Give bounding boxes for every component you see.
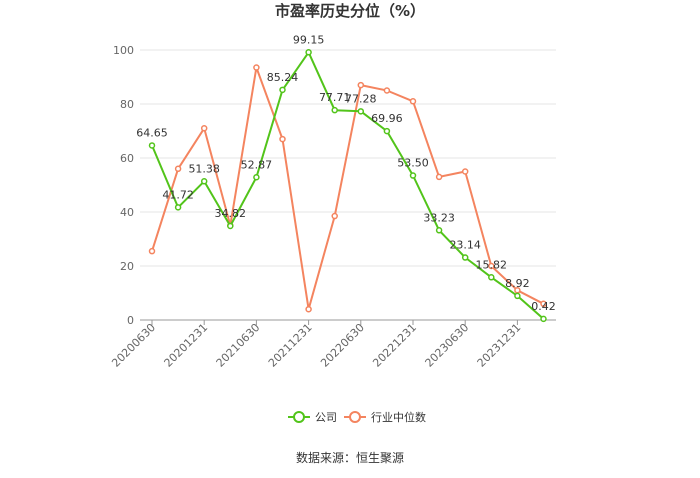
y-tick-label-0: 0 <box>127 314 134 327</box>
chart-title: 市盈率历史分位（%） <box>275 2 425 20</box>
data-source: 数据来源：恒生聚源 <box>296 450 404 465</box>
series-0-data-label-10: 53.50 <box>397 157 429 170</box>
series-0-point-3 <box>227 222 234 230</box>
series-1-point-11 <box>435 173 443 181</box>
series-0-point-13 <box>488 274 495 281</box>
series-1-point-13 <box>488 262 495 270</box>
series-0-point-11 <box>435 227 443 234</box>
series-0-point-14 <box>514 292 521 300</box>
series-0-data-label-9: 69.96 <box>371 112 403 125</box>
y-tick-label-5: 100 <box>113 44 134 57</box>
series-0-line <box>151 51 545 320</box>
series-0-point-10 <box>409 172 417 179</box>
y-tick-label-3: 60 <box>120 152 134 165</box>
grid-lines <box>140 49 556 267</box>
series-0: 64.65 41.72 51.38 34.82 52.87 85.24 99.15 77.71… <box>136 33 556 323</box>
legend-label-1: 行业中位数 <box>371 410 426 424</box>
x-tick-label-4: 20220630 <box>318 321 367 370</box>
series-0-data-label-14: 8.92 <box>505 277 530 290</box>
legend-marker-0 <box>293 411 305 423</box>
series-0-point-6 <box>305 49 312 56</box>
x-tick-label-2: 20210630 <box>214 321 263 370</box>
x-tick-label-5: 20221231 <box>370 321 419 370</box>
series-0-data-label-12: 23.14 <box>449 239 481 252</box>
y-axis-ticks: 0 20 40 60 80 100 <box>113 44 134 327</box>
legend: 公司 行业中位数 <box>288 410 426 424</box>
series-1-point-1 <box>174 165 182 173</box>
series-0-data-label-7: 77.71 <box>319 91 351 104</box>
series-0-point-15 <box>540 315 547 323</box>
series-0-data-label-15: 0.42 <box>531 300 556 313</box>
series-0-data-label-8: 77.28 <box>345 92 377 105</box>
series-1-point-5 <box>279 135 286 143</box>
series-0-data-label-4: 52.87 <box>241 158 273 171</box>
x-axis: 20200630 20201231 20210630 20211231 20220630… <box>109 319 556 370</box>
x-tick-label-1: 20201231 <box>162 321 211 370</box>
series-0-data-label-11: 33.23 <box>423 211 455 224</box>
series-1-point-7 <box>331 212 338 220</box>
series-0-point-5 <box>279 86 286 94</box>
series-0-data-label-13: 15.82 <box>476 258 508 271</box>
series-0-point-8 <box>357 108 365 115</box>
series-0-point-7 <box>331 106 338 114</box>
series-1-point-6 <box>305 305 312 313</box>
series-0-data-label-2: 51.38 <box>188 162 220 175</box>
series-0-point-12 <box>461 254 469 261</box>
series-0-data-label-1: 41.72 <box>162 188 194 201</box>
series-1-line <box>151 66 544 311</box>
x-tick-label-3: 20211231 <box>266 321 315 370</box>
x-tick-label-6: 20230630 <box>423 321 472 370</box>
series-layer: 64.65 41.72 51.38 34.82 52.87 85.24 99.15 77.71… <box>136 33 556 323</box>
y-tick-label-1: 20 <box>120 260 134 273</box>
y-tick-label-2: 40 <box>120 206 134 219</box>
y-tick-label-4: 80 <box>120 98 134 111</box>
legend-label-0: 公司 <box>315 411 337 424</box>
series-1-point-0 <box>148 247 156 255</box>
series-1-point-9 <box>383 87 391 94</box>
series-0-data-label-3: 34.82 <box>215 207 247 220</box>
series-0-point-1 <box>174 204 182 211</box>
series-0-point-9 <box>383 127 391 135</box>
series-0-data-label-6: 99.15 <box>293 33 325 46</box>
series-0-data-label-0: 64.65 <box>136 126 168 139</box>
legend-marker-1 <box>349 411 361 423</box>
x-tick-label-0: 20200630 <box>109 321 158 370</box>
series-0-data-label-5: 85.24 <box>267 71 299 84</box>
series-1-point-2 <box>200 125 208 132</box>
series-1-point-12 <box>461 168 469 175</box>
series-1-point-8 <box>357 81 365 89</box>
series-1-point-15 <box>540 300 547 308</box>
series-1-point-10 <box>409 98 417 105</box>
series-1-point-4 <box>253 64 260 71</box>
series-0-point-2 <box>200 178 208 185</box>
series-0-point-4 <box>253 174 260 181</box>
x-tick-label-7: 20231231 <box>475 321 524 370</box>
series-0-point-0 <box>148 142 156 149</box>
